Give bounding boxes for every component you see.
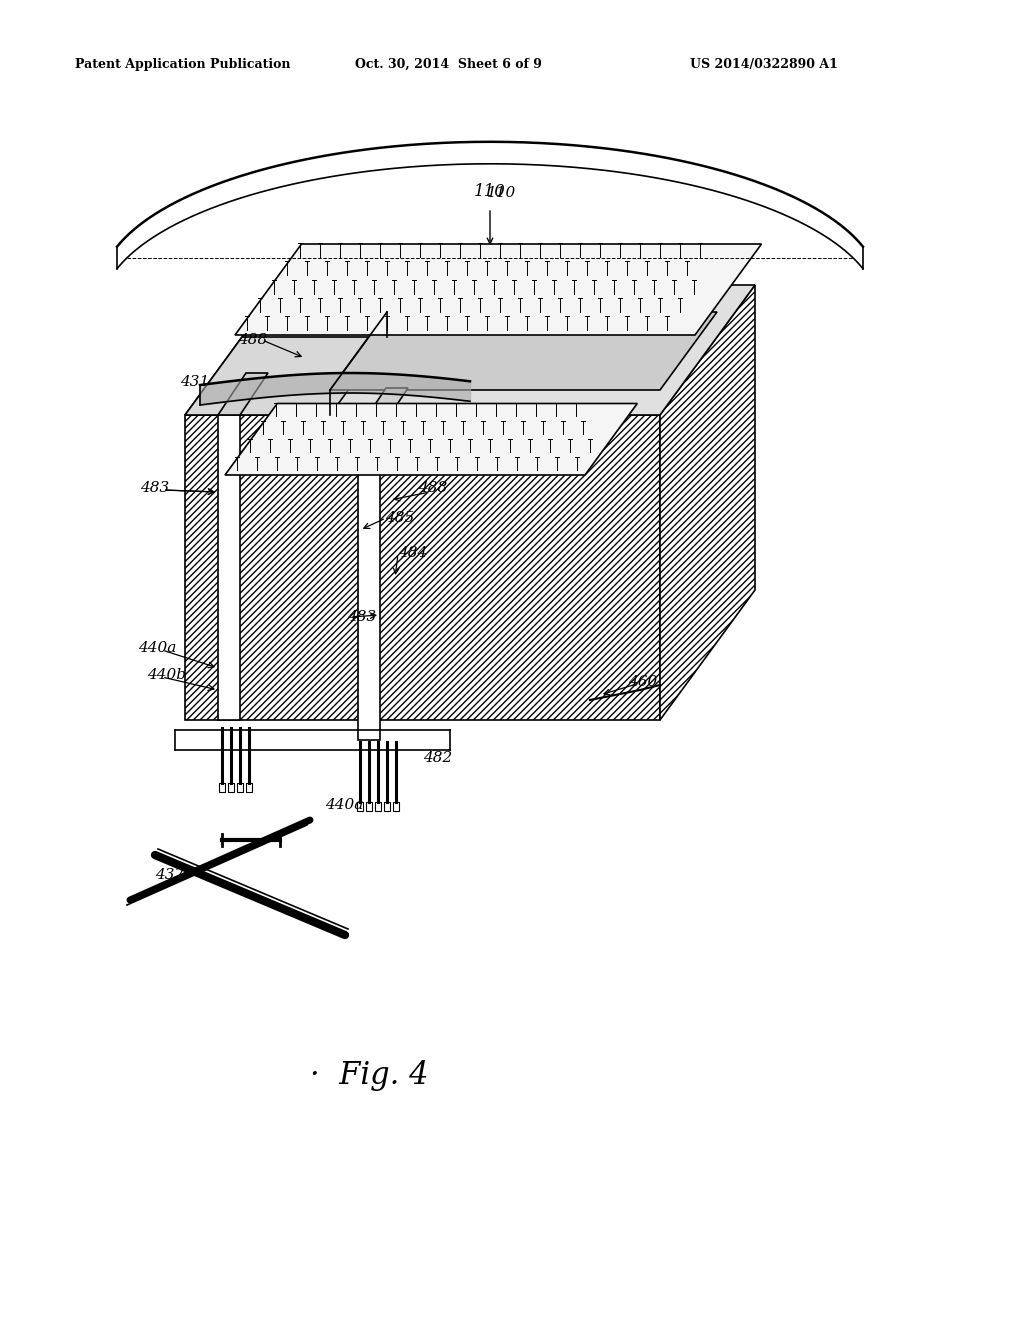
Polygon shape	[185, 414, 660, 719]
Polygon shape	[393, 803, 399, 810]
Text: 484: 484	[398, 546, 427, 560]
Text: 440a: 440a	[325, 799, 364, 812]
Polygon shape	[185, 337, 387, 414]
Text: 440b: 440b	[147, 668, 186, 682]
Text: 488: 488	[238, 333, 267, 347]
Text: 483: 483	[140, 480, 169, 495]
Polygon shape	[358, 430, 380, 741]
Text: 437: 437	[155, 869, 184, 882]
Polygon shape	[330, 312, 717, 389]
Text: 431: 431	[180, 375, 209, 389]
Text: 440a: 440a	[138, 642, 176, 655]
Polygon shape	[225, 404, 637, 475]
Polygon shape	[384, 803, 390, 810]
Polygon shape	[366, 803, 372, 810]
Text: 482: 482	[423, 751, 453, 766]
Polygon shape	[237, 783, 243, 792]
Polygon shape	[234, 244, 762, 335]
Text: Patent Application Publication: Patent Application Publication	[75, 58, 291, 71]
Polygon shape	[218, 374, 268, 414]
Text: 110: 110	[487, 186, 516, 201]
Polygon shape	[218, 414, 240, 719]
Text: ·  Fig. 4: · Fig. 4	[310, 1060, 428, 1092]
Text: US 2014/0322890 A1: US 2014/0322890 A1	[690, 58, 838, 71]
Text: Oct. 30, 2014  Sheet 6 of 9: Oct. 30, 2014 Sheet 6 of 9	[355, 58, 542, 71]
Polygon shape	[219, 783, 225, 792]
Polygon shape	[660, 285, 755, 719]
Polygon shape	[246, 783, 252, 792]
Polygon shape	[228, 783, 234, 792]
Polygon shape	[185, 285, 755, 414]
Polygon shape	[358, 388, 408, 430]
Text: 483: 483	[347, 610, 376, 624]
Polygon shape	[375, 803, 381, 810]
Text: 488: 488	[418, 480, 447, 495]
Text: 110: 110	[474, 183, 506, 201]
Text: 460: 460	[628, 675, 657, 689]
Text: 485: 485	[385, 511, 415, 525]
Polygon shape	[357, 803, 362, 810]
